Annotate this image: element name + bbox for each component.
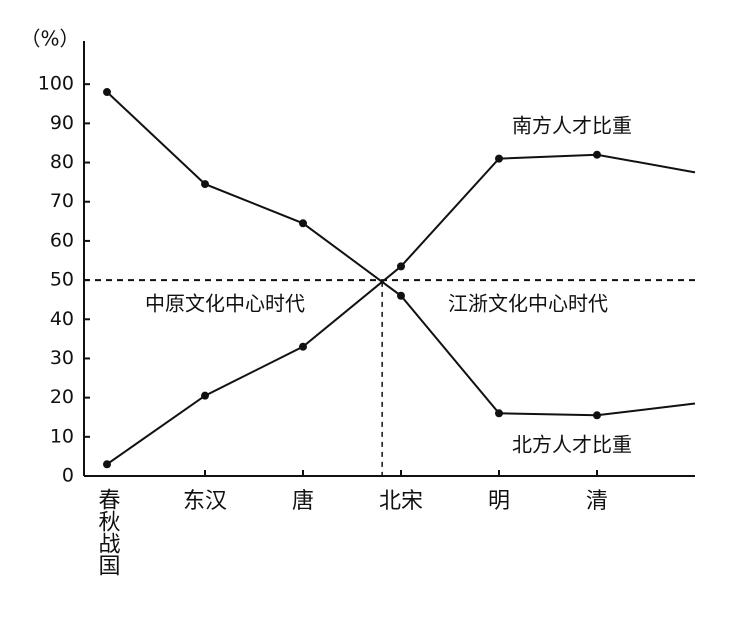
series-label: 南方人才比重 — [512, 114, 632, 138]
y-axis-label: （%） — [20, 27, 79, 51]
point — [495, 154, 503, 163]
point — [201, 180, 209, 189]
x-tick-label: 北宋 — [379, 489, 423, 514]
y-tick-label: 20 — [50, 386, 74, 408]
point — [397, 262, 405, 271]
x-tick-label: 唐 — [292, 489, 314, 514]
point — [201, 391, 209, 400]
point — [103, 88, 111, 97]
annotation: 中原文化中心时代 — [145, 292, 305, 316]
point — [495, 409, 503, 418]
point — [593, 411, 601, 420]
x-tick-label: 清 — [586, 489, 608, 514]
point — [299, 342, 307, 351]
y-tick-label: 60 — [50, 229, 74, 251]
point — [397, 291, 405, 300]
point — [593, 150, 601, 159]
y-tick-label: 30 — [50, 347, 74, 369]
y-tick-label: 40 — [50, 308, 74, 330]
y-tick-label: 0 — [62, 465, 74, 487]
x-tick-label: 明 — [488, 489, 510, 514]
series-label: 北方人才比重 — [512, 433, 632, 457]
x-tick-label: 东汉 — [183, 489, 227, 514]
annotation: 江浙文化中心时代 — [448, 292, 608, 316]
y-tick-label: 70 — [50, 190, 74, 212]
y-tick-label: 90 — [50, 112, 74, 134]
x-tick-label: 春秋战国 — [95, 488, 121, 576]
y-tick-label: 100 — [38, 73, 74, 95]
y-tick-label: 80 — [50, 151, 74, 173]
point — [103, 460, 111, 469]
point — [299, 219, 307, 228]
y-tick-label: 50 — [50, 269, 74, 291]
y-tick-label: 10 — [50, 425, 74, 447]
